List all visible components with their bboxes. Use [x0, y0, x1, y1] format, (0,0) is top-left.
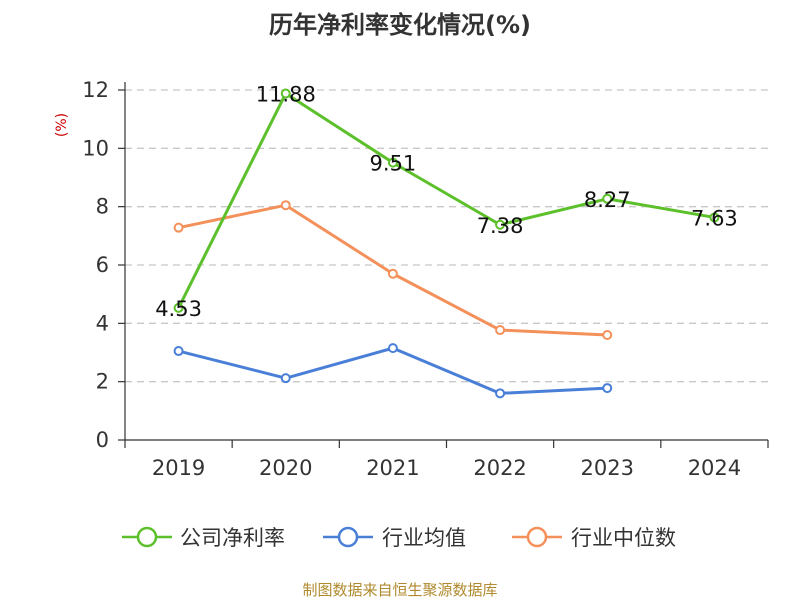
legend-marker-0	[136, 526, 158, 548]
point-0-2023	[602, 193, 613, 204]
x-tick-label-2023: 2023	[581, 456, 634, 480]
point-1-2019	[173, 346, 184, 357]
legend: 公司净利率 行业均值 行业中位数	[122, 526, 676, 550]
x-tick-label-2021: 2021	[366, 456, 419, 480]
data-label-2022: 7.38	[477, 214, 524, 238]
data-labels: 4.53 11.88 9.51 7.38 8.27 7.63	[155, 83, 738, 321]
chart-title: 历年净利率变化情况(%)	[269, 11, 531, 39]
x-tick-label-2020: 2020	[259, 456, 312, 480]
point-0-2019	[173, 302, 184, 313]
data-label-2021: 9.51	[370, 152, 417, 176]
point-2-2023	[602, 330, 613, 340]
series-layer	[173, 88, 720, 399]
point-2-2021	[387, 268, 398, 279]
axes: 0 2 4 6 8 10 12 2019 2020 2021 2022 2023 2024	[82, 78, 769, 480]
point-2-2020	[280, 200, 291, 211]
data-label-2024: 7.63	[691, 206, 738, 230]
series-line-1	[178, 346, 608, 395]
series-line-0	[177, 92, 715, 309]
grid-lines	[125, 89, 768, 383]
point-1-2021	[387, 343, 398, 354]
legend-item-2: 行业中位数	[512, 526, 676, 550]
legend-item-1: 行业均值	[323, 526, 466, 550]
point-1-2022	[495, 388, 506, 399]
legend-label-2: 行业中位数	[571, 526, 676, 550]
y-axis-unit: (%)	[54, 113, 70, 137]
point-0-2024	[709, 212, 720, 223]
point-1-2023	[602, 383, 613, 394]
data-label-2020: 11.88	[256, 83, 316, 107]
legend-label-0: 公司净利率	[180, 526, 285, 550]
y-tick-label-4: 4	[96, 311, 109, 335]
y-tick-label-12: 12	[82, 78, 109, 102]
x-tick-label-2022: 2022	[473, 456, 526, 480]
point-0-2020	[280, 88, 291, 99]
point-0-2022	[495, 219, 506, 230]
y-tick-label-6: 6	[96, 253, 109, 277]
legend-marker-1	[337, 526, 359, 548]
x-tick-label-2019: 2019	[152, 456, 205, 480]
source-note: 制图数据来自恒生聚源数据库	[302, 581, 497, 599]
data-label-2023: 8.27	[584, 188, 631, 212]
y-tick-label-8: 8	[96, 195, 109, 219]
point-0-2021	[387, 157, 398, 168]
point-2-2022	[495, 325, 506, 336]
y-tick-label-10: 10	[82, 136, 109, 160]
point-1-2020	[280, 373, 291, 384]
y-tick-label-0: 0	[96, 428, 109, 452]
x-tick-label-2024: 2024	[688, 456, 741, 480]
point-2-2019	[173, 222, 184, 233]
y-tick-label-2: 2	[96, 370, 109, 394]
legend-marker-2	[526, 526, 548, 548]
legend-label-1: 行业均值	[382, 526, 466, 550]
data-label-2019: 4.53	[155, 297, 202, 321]
legend-item-0: 公司净利率	[122, 526, 285, 550]
